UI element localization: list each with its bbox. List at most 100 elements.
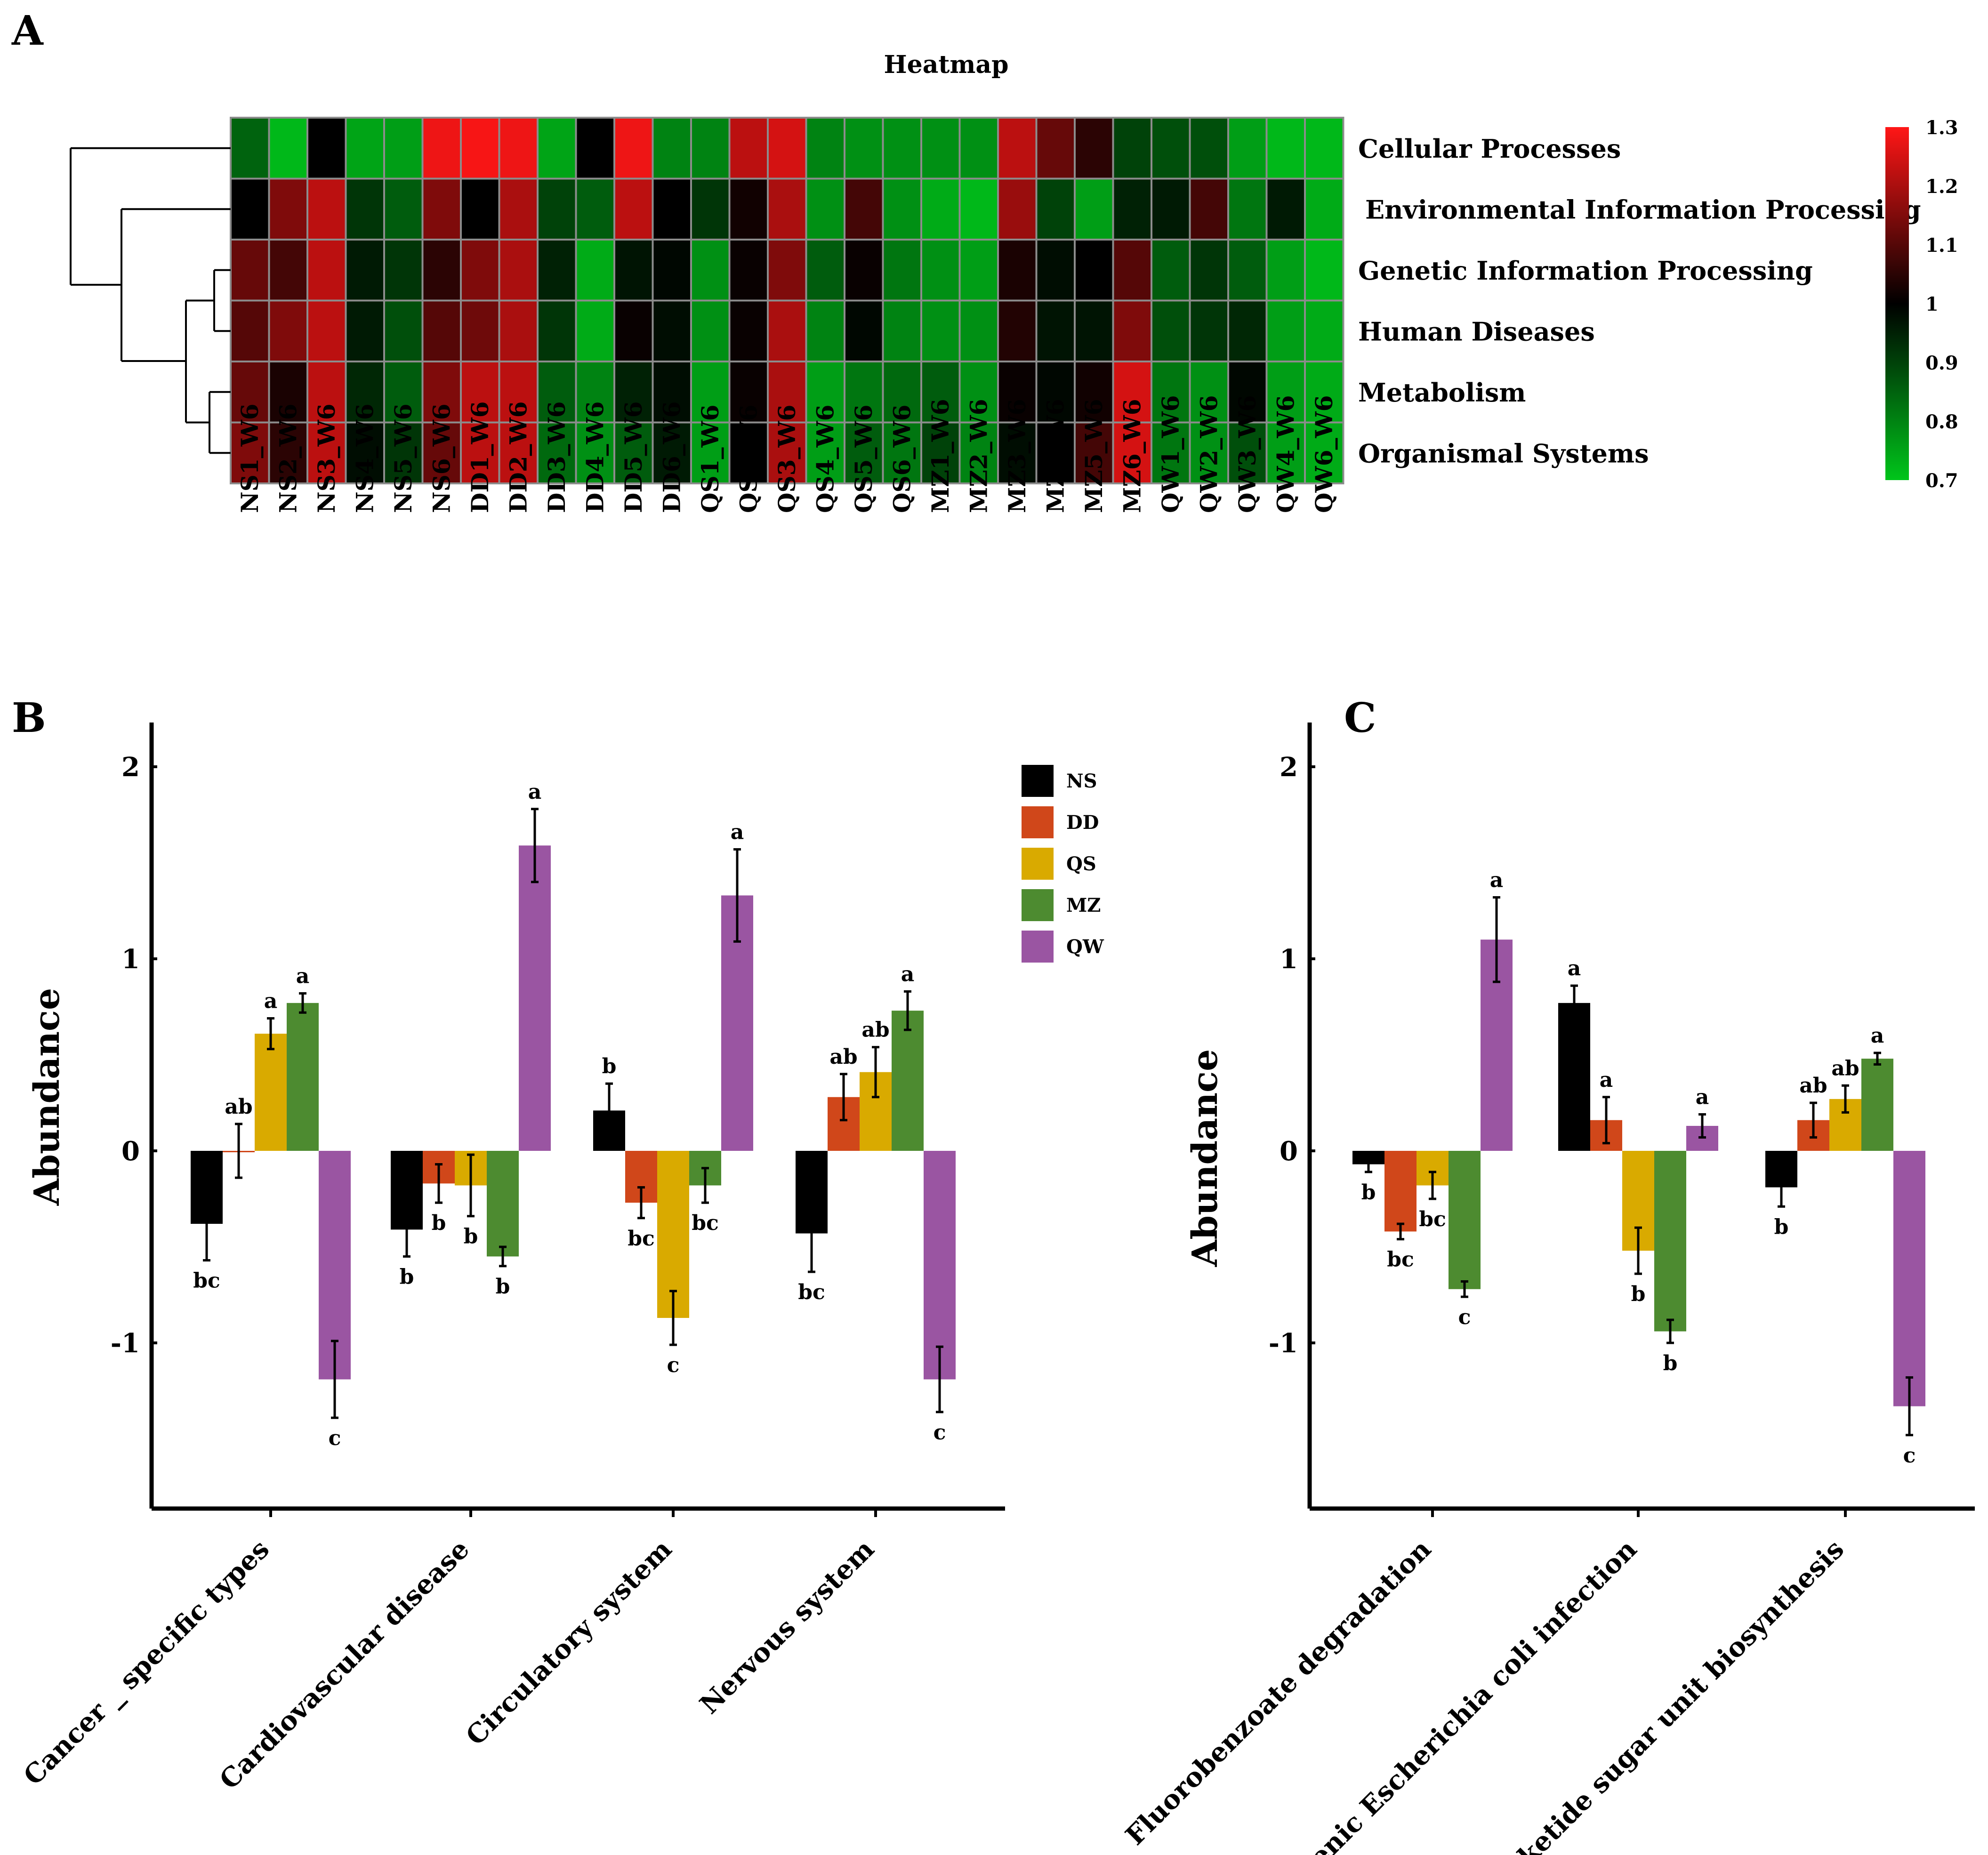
heatmap-cell <box>920 361 961 424</box>
heatmap-col-label: NS2_W6 <box>274 403 302 513</box>
heatmap-cell <box>1074 117 1114 180</box>
significance-letter: a <box>1568 956 1581 980</box>
heatmap-cell <box>920 239 961 302</box>
heatmap-col-label: NS4_W6 <box>351 403 378 513</box>
significance-letter: b <box>1631 1282 1646 1306</box>
heatmap-cell <box>1304 177 1344 241</box>
heatmap-cell <box>1304 239 1344 302</box>
significance-letter: b <box>1663 1351 1678 1375</box>
significance-letter: a <box>901 962 915 986</box>
heatmap-cell <box>613 299 654 362</box>
heatmap-cell <box>421 117 462 180</box>
y-tick-label: 1 <box>121 944 140 975</box>
heatmap-cell <box>1304 361 1344 424</box>
legend-label: MZ <box>1066 894 1101 916</box>
heatmap-cell <box>613 421 654 484</box>
significance-letter: bc <box>1387 1248 1414 1272</box>
heatmap-row-label: Cellular Processes <box>1358 134 1621 164</box>
heatmap-cell <box>1227 421 1268 484</box>
heatmap-cell <box>1074 361 1114 424</box>
heatmap-cell <box>613 117 654 180</box>
colorbar <box>1885 127 1909 480</box>
heatmap-cell <box>1112 239 1152 302</box>
heatmap-cell <box>537 239 577 302</box>
heatmap-cell <box>575 361 615 424</box>
heatmap-cell <box>690 421 731 484</box>
y-tick-label: -1 <box>1269 1328 1298 1359</box>
heatmap-cell <box>997 421 1038 484</box>
heatmap-cell <box>1112 177 1152 241</box>
heatmap-col-label: NS1_W6 <box>236 403 264 513</box>
heatmap-cell <box>1035 239 1076 302</box>
heatmap-cell <box>767 239 807 302</box>
colorbar-tick-label: 1.2 <box>1925 176 1958 198</box>
heatmap-cell <box>1304 299 1344 362</box>
heatmap-col-label: MZ2_W6 <box>965 399 992 513</box>
significance-letter: b <box>496 1275 510 1299</box>
significance-letter: a <box>1490 868 1504 892</box>
heatmap-cell <box>767 299 807 362</box>
heatmap-cell <box>844 421 884 484</box>
bar-mz <box>1861 1059 1893 1151</box>
heatmap-cell <box>383 239 424 302</box>
significance-letter: b <box>602 1054 617 1078</box>
significance-letter: a <box>264 989 278 1013</box>
significance-letter: b <box>464 1225 478 1249</box>
heatmap-col-label: QS2_W6 <box>734 405 762 513</box>
heatmap-row-label: Metabolism <box>1358 377 1526 408</box>
heatmap-cell <box>1227 239 1268 302</box>
heatmap-cell <box>767 177 807 241</box>
heatmap-cell <box>230 299 270 362</box>
heatmap-cell <box>230 117 270 180</box>
legend-swatch <box>1022 931 1054 963</box>
heatmap-cell <box>230 239 270 302</box>
x-tick-label: Polyketide sugar unit biosynthesis <box>1468 1534 1850 1855</box>
y-axis-title: Abundance <box>27 988 67 1206</box>
heatmap-cell <box>383 421 424 484</box>
significance-letter: bc <box>798 1280 825 1304</box>
legend-label: DD <box>1066 811 1099 834</box>
heatmap-col-label: QS6_W6 <box>888 405 916 513</box>
heatmap-cell <box>920 421 961 484</box>
significance-letter: b <box>432 1211 446 1235</box>
heatmap-cell <box>1227 117 1268 180</box>
heatmap-cell <box>805 299 845 362</box>
heatmap-col-label: QS5_W6 <box>850 405 877 513</box>
heatmap-cell <box>421 421 462 484</box>
heatmap-row-label: Environmental Information Processing <box>1365 194 1921 225</box>
heatmap-cell <box>1035 421 1076 484</box>
heatmap-cell <box>575 117 615 180</box>
heatmap-cell <box>652 361 692 424</box>
heatmap-cell <box>1112 421 1152 484</box>
bar-mz <box>1449 1151 1481 1289</box>
heatmap-col-label: QS4_W6 <box>811 405 839 513</box>
heatmap-col-label: QW1_W6 <box>1157 395 1184 513</box>
heatmap-cell <box>882 421 922 484</box>
heatmap-cell <box>805 239 845 302</box>
colorbar-tick-label: 0.8 <box>1925 411 1958 433</box>
heatmap-cell <box>958 421 999 484</box>
heatmap-cell <box>958 239 999 302</box>
heatmap-col-label: MZ6_W6 <box>1118 399 1146 513</box>
significance-letter: c <box>667 1353 680 1377</box>
heatmap-cell <box>805 177 845 241</box>
heatmap-cell <box>460 299 500 362</box>
colorbar-tick-label: 1 <box>1925 293 1939 315</box>
legend-label: QS <box>1066 853 1096 875</box>
heatmap-row-label: Organismal Systems <box>1358 438 1649 468</box>
heatmap-cell <box>1265 239 1306 302</box>
heatmap-cell <box>498 361 539 424</box>
legend-swatch <box>1022 806 1054 838</box>
significance-letter: c <box>329 1426 341 1450</box>
heatmap-col-label: NS6_W6 <box>427 403 455 513</box>
heatmap-cell <box>997 299 1038 362</box>
heatmap-cell <box>498 177 539 241</box>
panel-label-c: C <box>1344 694 1376 742</box>
heatmap-cell <box>460 177 500 241</box>
panel-label-a: A <box>11 7 44 55</box>
significance-letter: bc <box>628 1227 655 1251</box>
significance-letter: c <box>1458 1305 1471 1329</box>
heatmap-col-label: QS1_W6 <box>696 405 724 513</box>
